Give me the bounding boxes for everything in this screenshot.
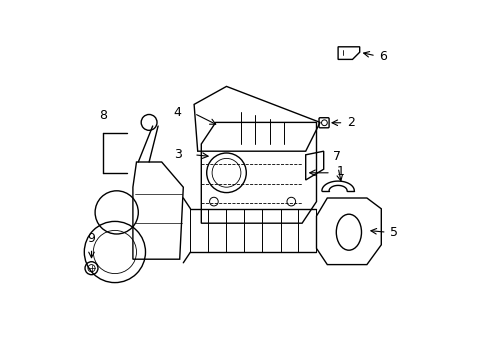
Text: 9: 9 xyxy=(87,232,95,245)
Text: 7: 7 xyxy=(332,150,340,163)
Text: 3: 3 xyxy=(173,148,181,161)
Text: 8: 8 xyxy=(99,109,107,122)
Text: 2: 2 xyxy=(346,116,354,129)
Text: 6: 6 xyxy=(379,50,386,63)
Text: 1: 1 xyxy=(336,165,344,177)
Text: 5: 5 xyxy=(389,226,398,239)
Text: 4: 4 xyxy=(173,106,181,119)
